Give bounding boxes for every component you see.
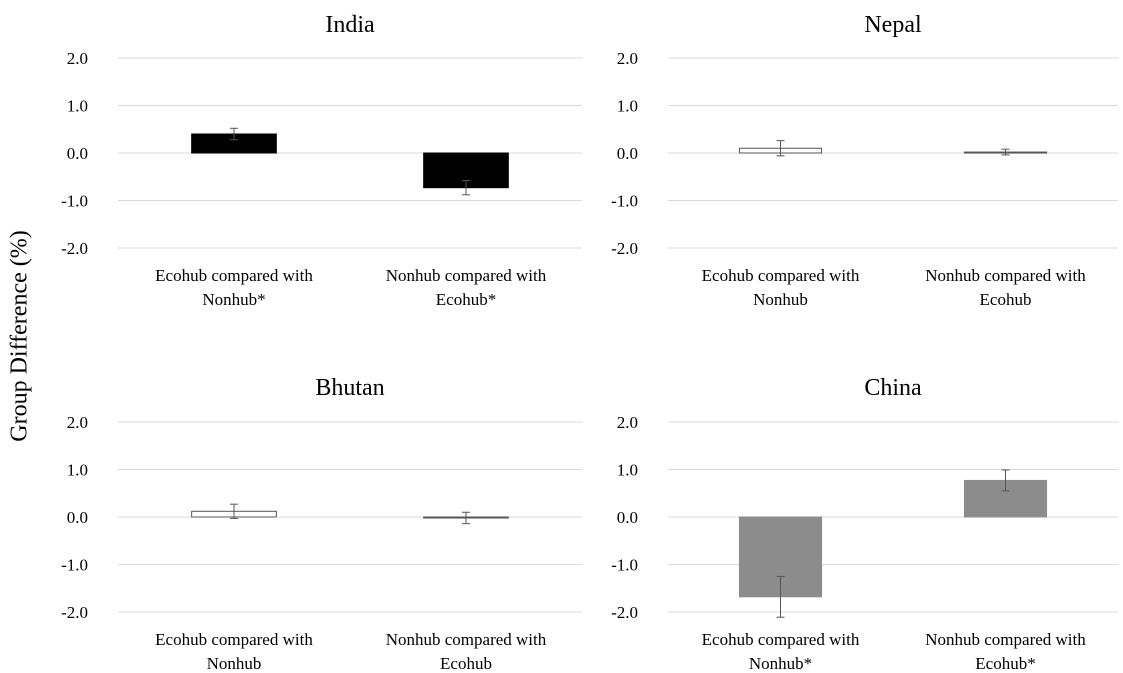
y-tick-label: 0.0 <box>617 144 638 163</box>
x-category-label: Nonhub compared with Ecohub* <box>925 630 1086 673</box>
y-tick-label: 0.0 <box>67 144 88 163</box>
y-tick-label: 0.0 <box>67 508 88 527</box>
y-tick-label: -1.0 <box>611 192 638 211</box>
x-category-label: Ecohub compared with Nonhub <box>155 630 313 673</box>
y-tick-label: 2.0 <box>617 413 638 432</box>
chart-title: China <box>864 375 922 401</box>
x-category-label: Ecohub compared with Nonhub* <box>155 266 313 309</box>
x-category-label: Nonhub compared with Ecohub <box>386 630 547 673</box>
y-tick-label: 2.0 <box>617 49 638 68</box>
chart-panel-nepal: 2.0 1.0 0.0 -1.0 -2.0 Nepal Ecohub compared wi… <box>611 12 1118 309</box>
chart-panel-china: 2.0 1.0 0.0 -1.0 -2.0 China Ecohub compared wi… <box>611 375 1118 673</box>
y-tick-label: 0.0 <box>617 508 638 527</box>
chart-title: Bhutan <box>315 375 384 401</box>
chart-panel-india: 2.0 1.0 0.0 -1.0 -2.0 India Ecohub compared wi… <box>61 12 582 309</box>
y-tick-label: 2.0 <box>67 413 88 432</box>
y-tick-label: 1.0 <box>67 97 88 116</box>
y-tick-label: -1.0 <box>61 192 88 211</box>
chart-panel-bhutan: 2.0 1.0 0.0 -1.0 -2.0 Bhutan Ecohub compared w… <box>61 375 582 673</box>
y-tick-label: -2.0 <box>611 239 638 258</box>
y-tick-label: 1.0 <box>617 461 638 480</box>
y-tick-label: -1.0 <box>611 556 638 575</box>
x-category-label: Ecohub compared with Nonhub <box>702 266 860 309</box>
x-category-label: Nonhub compared with Ecohub <box>925 266 1086 309</box>
y-tick-label: -2.0 <box>61 239 88 258</box>
y-tick-label: -2.0 <box>61 603 88 622</box>
x-category-label: Ecohub compared with Nonhub* <box>702 630 860 673</box>
y-tick-label: -1.0 <box>61 556 88 575</box>
y-tick-label: 1.0 <box>67 461 88 480</box>
y-tick-label: 1.0 <box>617 97 638 116</box>
chart-title: India <box>325 12 375 38</box>
chart-title: Nepal <box>864 12 922 38</box>
y-tick-label: 2.0 <box>67 49 88 68</box>
x-category-label: Nonhub compared with Ecohub* <box>386 266 547 309</box>
y-tick-label: -2.0 <box>611 603 638 622</box>
